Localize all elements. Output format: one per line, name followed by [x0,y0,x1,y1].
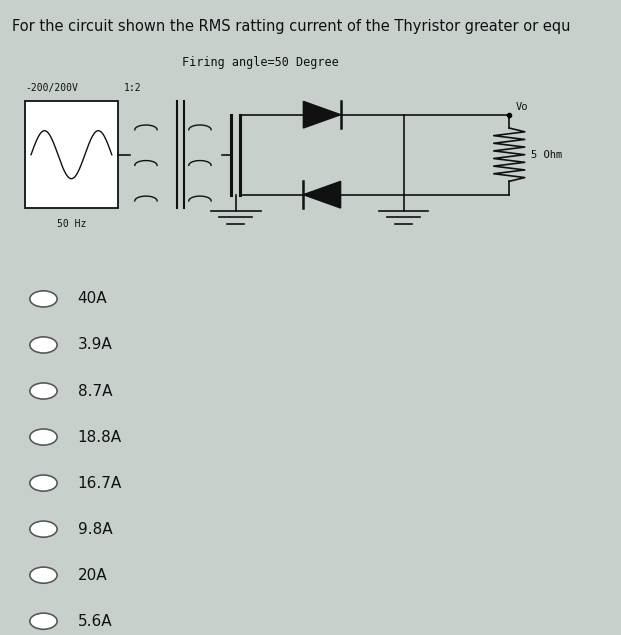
Circle shape [30,383,57,399]
Text: -200/200V: -200/200V [25,83,78,93]
Circle shape [30,337,57,353]
Text: 16.7A: 16.7A [78,476,122,491]
Text: For the circuit shown the RMS ratting current of the Thyristor greater or equ: For the circuit shown the RMS ratting cu… [12,18,571,34]
Text: 9.8A: 9.8A [78,521,112,537]
Text: 5 Ohm: 5 Ohm [531,150,562,159]
Text: 40A: 40A [78,291,107,307]
Text: 20A: 20A [78,568,107,583]
Text: 18.8A: 18.8A [78,429,122,444]
Polygon shape [303,182,340,208]
Bar [25,102,118,208]
Circle shape [30,429,57,445]
Circle shape [30,567,57,584]
Text: 1:2: 1:2 [124,83,142,93]
Text: Firing angle=50 Degree: Firing angle=50 Degree [183,56,339,69]
Circle shape [30,521,57,537]
Text: 8.7A: 8.7A [78,384,112,399]
Circle shape [30,475,57,491]
Text: 50 Hz: 50 Hz [57,218,86,229]
Text: 5.6A: 5.6A [78,613,112,629]
Circle shape [30,291,57,307]
Text: 3.9A: 3.9A [78,337,112,352]
Text: Vo: Vo [515,102,528,112]
Polygon shape [303,102,340,128]
Circle shape [30,613,57,629]
